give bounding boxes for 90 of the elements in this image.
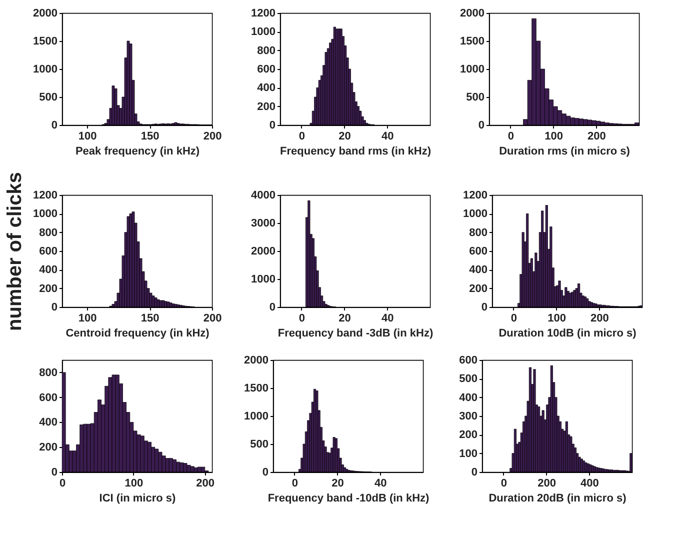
x-tick-label: 100: [548, 312, 566, 324]
y-tick-label: 1000: [251, 274, 276, 286]
y-tick-label: 100: [459, 448, 478, 460]
y-tick-label: 1500: [244, 382, 268, 394]
x-tick-label: 40: [382, 130, 394, 142]
y-tick-label: 400: [459, 392, 478, 404]
x-tick-label: 200: [203, 312, 222, 324]
y-tick-label: 2000: [460, 8, 484, 20]
x-tick-label: 200: [538, 478, 556, 490]
y-tick-label: 0: [51, 120, 58, 132]
x-tick-label: 100: [124, 478, 144, 490]
y-tick-label: 500: [39, 92, 58, 104]
y-tick-label: 2000: [251, 246, 276, 258]
y-tick-label: 1200: [33, 190, 58, 202]
y-tick-label: 0: [269, 302, 276, 314]
x-tick-label: 400: [580, 478, 599, 490]
y-tick-label: 0: [478, 120, 484, 132]
y-tick-label: 200: [469, 282, 488, 295]
x-tick-label: 150: [140, 312, 160, 324]
x-tick-label: 100: [544, 130, 563, 142]
y-tick-label: 200: [459, 429, 478, 442]
y-tick-label: 800: [469, 226, 488, 239]
x-axis-title: ICI (in micro s): [99, 492, 176, 504]
x-tick-label: 0: [510, 312, 517, 324]
y-tick-label: 500: [459, 373, 478, 386]
y-tick-label: 800: [39, 366, 58, 379]
y-tick-label: 800: [39, 226, 58, 239]
x-tick-label: 200: [203, 130, 222, 142]
y-tick-label: 0: [481, 302, 488, 314]
y-tick-label: 0: [51, 466, 58, 478]
y-tick-label: 300: [459, 410, 478, 422]
y-tick-label: 0: [51, 302, 58, 314]
x-tick-label: 0: [500, 478, 507, 490]
x-axis-title: Duration rms (in micro s): [499, 146, 630, 158]
x-axis-title: Frequency band -3dB (in kHz): [278, 328, 434, 340]
y-tick-label: 200: [257, 100, 276, 113]
x-tick-label: 40: [382, 312, 394, 324]
y-tick-label: 1200: [251, 8, 276, 20]
x-tick-label: 20: [338, 312, 351, 324]
x-tick-label: 0: [59, 478, 66, 490]
y-tick-label: 2000: [33, 8, 58, 20]
x-tick-label: 200: [590, 312, 609, 324]
x-tick-label: 0: [508, 130, 514, 142]
x-axis-title: Peak frequency (in kHz): [75, 146, 200, 158]
y-tick-label: 1000: [460, 64, 484, 76]
y-tick-label: 0: [262, 466, 268, 478]
y-tick-label: 500: [250, 438, 268, 450]
x-tick-label: 40: [374, 478, 387, 490]
x-tick-label: 200: [196, 478, 215, 490]
y-tick-label: 800: [257, 44, 276, 57]
x-tick-label: 0: [298, 130, 305, 142]
x-tick-label: 0: [292, 478, 298, 490]
y-tick-label: 400: [39, 416, 58, 429]
x-axis-title: Centroid frequency (in kHz): [66, 328, 210, 340]
y-tick-label: 600: [39, 246, 58, 258]
x-tick-label: 20: [332, 478, 344, 490]
y-tick-label: 600: [459, 354, 478, 366]
y-tick-label: 1000: [251, 26, 276, 38]
x-tick-label: 150: [140, 130, 160, 142]
y-tick-label: 1000: [33, 64, 58, 76]
y-tick-label: 600: [469, 246, 488, 258]
y-tick-label: 4000: [251, 190, 276, 202]
y-axis-title: number of clicks: [4, 172, 26, 331]
y-tick-label: 200: [39, 282, 58, 295]
x-tick-label: 20: [338, 130, 351, 142]
y-tick-label: 1000: [463, 208, 488, 220]
y-tick-label: 400: [39, 264, 58, 276]
x-tick-label: 100: [78, 312, 97, 324]
y-tick-label: 600: [39, 392, 58, 404]
y-tick-label: 2000: [244, 354, 268, 366]
y-tick-label: 200: [39, 442, 58, 454]
x-tick-label: 200: [587, 130, 606, 142]
y-tick-label: 0: [269, 120, 276, 132]
y-tick-label: 1500: [33, 36, 58, 48]
x-tick-label: 0: [298, 312, 305, 324]
x-axis-title: Frequency band rms (in kHz): [280, 146, 432, 158]
x-axis-title: Frequency band -10dB (in kHz): [268, 492, 430, 504]
x-axis-title: Duration 10dB (in micro s): [498, 328, 637, 340]
y-tick-label: 400: [257, 82, 276, 94]
y-tick-label: 400: [469, 264, 488, 276]
y-tick-label: 1000: [33, 208, 58, 220]
x-axis-title: Duration 20dB (in micro s): [488, 492, 627, 504]
y-tick-label: 0: [471, 466, 478, 478]
y-tick-label: 1000: [244, 410, 268, 422]
y-tick-label: 1500: [460, 36, 484, 48]
y-tick-label: 3000: [251, 218, 276, 230]
y-tick-label: 1200: [463, 190, 488, 202]
y-tick-label: 600: [257, 64, 276, 76]
x-tick-label: 100: [78, 130, 97, 142]
y-tick-label: 500: [466, 92, 484, 104]
